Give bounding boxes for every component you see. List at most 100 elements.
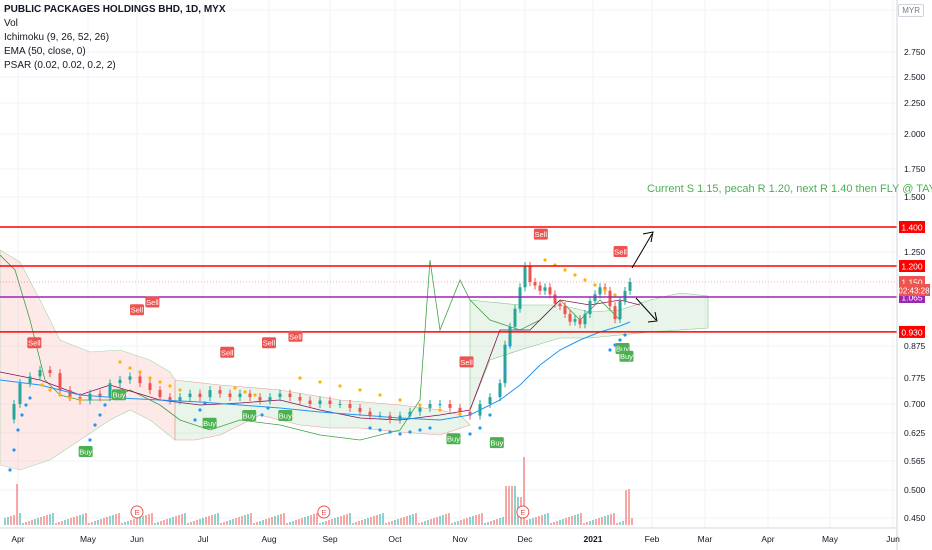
candle-body: [208, 390, 212, 398]
volume-bar: [454, 522, 456, 525]
volume-bar: [67, 519, 69, 525]
signal-sell-flag[interactable]: [288, 330, 303, 342]
signal-sell-flag[interactable]: [220, 346, 235, 358]
legend-psar[interactable]: PSAR (0.02, 0.02, 0.2, 2): [4, 60, 116, 71]
candle-body: [188, 393, 192, 398]
signal-buy-flag[interactable]: [242, 410, 257, 421]
volume-bar: [145, 515, 147, 525]
candle-body: [98, 393, 102, 398]
volume-bar: [451, 523, 453, 525]
signal-sell-flag[interactable]: [533, 228, 548, 240]
symbol-title[interactable]: PUBLIC PACKAGES HOLDINGS BHD, 1D, MYX: [4, 4, 226, 15]
x-tick-label: Oct: [388, 534, 402, 544]
x-tick-label: Mar: [698, 534, 713, 544]
candle-body: [258, 397, 262, 401]
psar-dot: [398, 432, 402, 436]
x-tick-label: May: [80, 534, 97, 544]
arrow-up-line: [631, 233, 653, 269]
candle-body: [178, 397, 182, 401]
candle-body: [538, 285, 542, 291]
volume-bar: [466, 518, 468, 525]
volume-bar: [289, 522, 291, 525]
candle-body: [418, 407, 422, 412]
candle-body: [498, 383, 502, 398]
x-tick-label: Apr: [11, 534, 24, 544]
volume-bar: [328, 520, 330, 525]
volume-bar: [574, 515, 576, 525]
candle-body: [568, 314, 572, 322]
earnings-event-marker[interactable]: [516, 505, 530, 519]
signal-label: Buy: [243, 412, 256, 421]
volume-bar: [538, 516, 540, 525]
earnings-event-marker[interactable]: [317, 505, 331, 519]
candle-body: [513, 308, 517, 327]
psar-dot: [428, 426, 432, 430]
psar-dot: [128, 366, 132, 370]
volume-bar: [124, 522, 126, 525]
volume-bar: [514, 486, 516, 525]
candle-body: [48, 370, 52, 374]
candle-body: [528, 266, 532, 282]
earnings-event-marker[interactable]: [130, 505, 144, 519]
psar-dot: [158, 380, 162, 384]
signal-buy-flag[interactable]: [619, 350, 634, 362]
volume-bar: [535, 517, 537, 525]
volume-bar: [193, 521, 195, 525]
volume-bar: [343, 515, 345, 525]
psar-dot: [148, 376, 152, 380]
volume-bar: [571, 516, 573, 525]
volume-bar: [418, 523, 420, 525]
volume-bar: [175, 516, 177, 525]
psar-dot: [508, 343, 512, 347]
volume-bar: [136, 518, 138, 525]
legend-vol[interactable]: Vol: [4, 18, 18, 29]
x-tick-label: Nov: [452, 534, 468, 544]
volume-bar: [457, 521, 459, 525]
volume-bar: [613, 513, 615, 525]
signal-buy-flag[interactable]: [446, 433, 461, 445]
legend-ema[interactable]: EMA (50, close, 0): [4, 46, 86, 57]
level-tag: [899, 260, 925, 272]
volume-bar: [292, 521, 294, 525]
volume-bar: [157, 522, 159, 525]
psar-dot: [388, 430, 392, 434]
signal-sell-flag[interactable]: [613, 246, 628, 257]
volume-bar: [460, 520, 462, 525]
currency-badge[interactable]: MYR: [898, 4, 924, 17]
psar-dot: [593, 283, 597, 287]
volume-bar: [40, 517, 42, 525]
signal-buy-flag[interactable]: [112, 389, 127, 401]
volume-bar: [568, 517, 570, 525]
signal-buy-flag[interactable]: [78, 446, 93, 457]
candle-body: [368, 411, 372, 416]
volume-bar: [361, 520, 363, 525]
signal-buy-flag[interactable]: [278, 410, 293, 421]
volume-bar: [163, 520, 165, 525]
volume-bar: [49, 514, 51, 525]
signal-label: Sell: [289, 332, 302, 341]
y-tick-label: 0.625: [904, 428, 926, 438]
psar-dot: [168, 384, 172, 388]
volume-bar: [484, 523, 486, 525]
candle-body: [198, 393, 202, 398]
signal-buy-flag[interactable]: [489, 437, 504, 449]
legend-ichimoku[interactable]: Ichimoku (9, 26, 52, 26): [4, 32, 110, 43]
psar-dot: [418, 403, 422, 407]
signal-buy-flag[interactable]: [202, 417, 217, 429]
signal-sell-flag[interactable]: [145, 296, 160, 308]
volume-bar: [220, 523, 222, 525]
volume-bar: [319, 523, 321, 525]
volume-bar: [25, 522, 27, 525]
candle-body: [328, 400, 332, 404]
psar-dot: [498, 393, 502, 397]
volume-bar: [235, 518, 237, 525]
signal-sell-flag[interactable]: [27, 337, 42, 349]
y-tick-label: 0.565: [904, 456, 926, 466]
signal-sell-flag[interactable]: [130, 304, 144, 316]
volume-bar: [199, 519, 201, 525]
signal-sell-flag[interactable]: [459, 356, 474, 368]
signal-sell-flag[interactable]: [262, 337, 276, 349]
y-tick-label: 1.250: [904, 247, 926, 257]
countdown-tag: [899, 284, 930, 296]
